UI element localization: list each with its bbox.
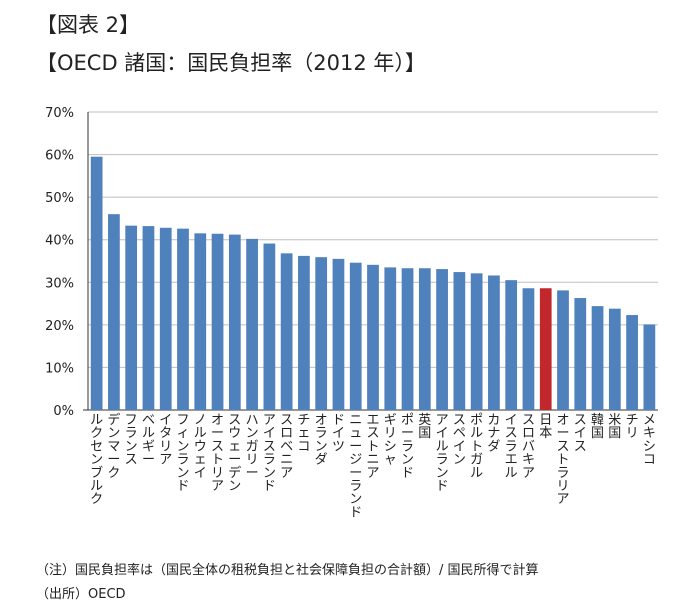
source-note: （出所）OECD — [36, 587, 126, 602]
x-tick-label: イタリア — [159, 413, 172, 468]
y-tick-label: 10% — [45, 361, 74, 376]
bar — [332, 258, 345, 410]
x-tick-label: ドイツ — [332, 413, 345, 454]
bar — [643, 324, 656, 410]
bar — [108, 214, 120, 410]
bar — [401, 268, 414, 410]
bar — [246, 238, 258, 410]
x-tick-label: オランダ — [315, 413, 328, 468]
bar — [557, 290, 569, 410]
y-tick-label: 0% — [53, 404, 74, 419]
bar — [574, 298, 587, 410]
bar — [125, 225, 138, 410]
x-tick-label: ニュージーランド — [349, 413, 362, 520]
bar — [522, 288, 535, 410]
bar — [177, 228, 189, 410]
bar — [505, 280, 518, 410]
x-tick-label: スロバキア — [522, 413, 535, 481]
bar — [228, 234, 241, 410]
x-tick-label: カナダ — [487, 413, 500, 454]
y-tick-label: 60% — [45, 149, 74, 164]
x-tick-label: スペイン — [453, 413, 466, 468]
x-tick-label: スロベニア — [280, 413, 293, 481]
x-tick-label: メキシコ — [643, 413, 656, 468]
x-tick-label: デンマーク — [107, 412, 120, 481]
bar — [298, 255, 310, 410]
bar — [626, 315, 638, 410]
bar — [436, 269, 448, 410]
y-tick-label: 70% — [45, 106, 74, 121]
bar — [367, 264, 379, 410]
bar — [418, 268, 431, 410]
x-tick-label: 韓国 — [591, 413, 604, 441]
y-tick-label: 40% — [45, 234, 74, 249]
bar — [539, 288, 552, 410]
y-tick-label: 20% — [45, 319, 74, 334]
x-tick-label: フィンランド — [176, 413, 189, 494]
bar — [280, 253, 293, 410]
x-tick-label: ノルウェイ — [194, 413, 207, 481]
x-tick-label: ベルギー — [142, 413, 155, 468]
x-tick-label: オーストリア — [211, 413, 224, 494]
x-tick-label: 英国 — [418, 413, 431, 441]
x-tick-label: チリ — [626, 413, 639, 441]
bar — [211, 233, 224, 410]
bar — [384, 267, 397, 410]
x-tick-label: 日本 — [539, 413, 552, 441]
x-tick-label: オーストラリア — [556, 413, 569, 507]
bar-chart: 0% 10% 20% 30% 40% 50% 60% 70% ルクセンブルクデンマークフランスベ… — [45, 106, 658, 520]
x-tick-label: ハンガリー — [246, 413, 259, 481]
y-tick-label: 30% — [45, 276, 74, 291]
x-tick-label: イスラエル — [505, 413, 518, 481]
x-tick-label: 米国 — [608, 413, 621, 441]
x-tick-label: アイルランド — [436, 413, 449, 494]
bar — [142, 226, 155, 410]
bar — [453, 272, 466, 410]
x-tick-label: チェコ — [297, 413, 310, 454]
x-tick-label: アイスランド — [263, 413, 276, 494]
footnote: （注）国民負担率は（国民全体の租税負担と社会保障負担の合計額）/ 国民所得で計算 — [36, 563, 539, 578]
figure-label: 【図表 2】 — [36, 13, 141, 37]
bar — [194, 233, 207, 410]
bar — [90, 156, 103, 410]
x-tick-label: フランス — [125, 413, 138, 468]
bar — [608, 308, 621, 410]
bar — [315, 257, 328, 410]
x-tick-label: ポーランド — [401, 413, 414, 481]
x-tick-label: エストニア — [366, 413, 379, 481]
x-tick-label: スウェーデン — [228, 413, 241, 494]
x-tick-label: ギリシャ — [384, 413, 397, 468]
bar — [159, 227, 172, 410]
bar — [349, 262, 362, 410]
x-tick-label: ポルトガル — [470, 413, 483, 481]
x-tick-label: ルクセンブルク — [90, 413, 103, 507]
x-tick-label: スイス — [574, 413, 587, 454]
y-tick-label: 50% — [45, 191, 74, 206]
bar — [470, 273, 483, 410]
bar — [488, 275, 500, 410]
bar — [263, 243, 276, 410]
bar — [591, 306, 604, 410]
figure-title: 【OECD 諸国：国民負担率（2012 年）】 — [36, 51, 426, 75]
